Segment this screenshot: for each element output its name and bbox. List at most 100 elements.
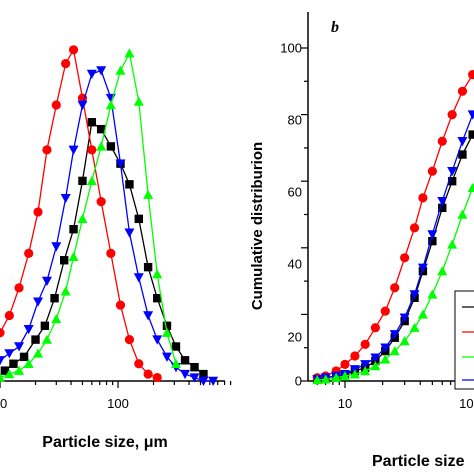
panel-b-point-green-3	[340, 371, 350, 381]
panel-b-point-black-15	[458, 150, 467, 159]
panel-b-point-red-5	[360, 339, 370, 349]
panel-a-point-green-6	[51, 313, 62, 324]
panel-a-point-red-5	[33, 207, 43, 217]
panel-b-point-green-9	[399, 336, 410, 346]
panel-a-point-black-11	[106, 142, 116, 151]
panel-a-point-blue-22	[198, 376, 209, 386]
panel-a-point-blue-16	[143, 311, 154, 321]
panel-b-point-blue-9	[399, 313, 410, 323]
panel-a-point-green-11	[96, 141, 107, 151]
panel-b-point-red-6	[370, 323, 380, 333]
panel-a-point-blue-1	[4, 349, 15, 359]
panel-a-point-green-18	[161, 327, 172, 337]
panel-b-point-green-10	[409, 322, 420, 332]
panel-a-point-red-2	[4, 310, 14, 321]
panel-a-point-black-0	[0, 366, 10, 375]
panel-b-point-red-11	[418, 193, 428, 203]
panel-b-point-black-16	[468, 130, 474, 139]
panel-b-point-red-12	[427, 166, 437, 176]
panel-b-letter: b	[331, 19, 339, 36]
panel-a-point-black-17	[162, 321, 172, 330]
panel-a-point-black-8	[78, 176, 87, 186]
panel-b-y-tick-label-100: 100	[280, 41, 302, 56]
panel-a-point-green-16	[143, 189, 154, 199]
panel-b-y-tick-label-40: 40	[288, 257, 302, 272]
panel-a-point-red-4	[24, 248, 34, 258]
panel-b-point-red-9	[400, 253, 410, 263]
panel-b-point-black-13	[438, 203, 447, 213]
panel-b-x-tick-label-10: 10	[338, 396, 352, 411]
panel-b-point-green-12	[427, 289, 438, 299]
panel-a-point-red-17	[143, 369, 153, 379]
panel-a-x-axis-label: Particle size, μm	[42, 434, 167, 451]
panel-b-y-tick-label-80: 80	[288, 113, 302, 128]
panel-a-point-black-4	[40, 321, 50, 330]
panel-a-point-red-14	[115, 300, 126, 310]
panel-a-point-blue-17	[152, 335, 163, 345]
panel-a-point-blue-9	[77, 100, 88, 110]
panel-a-point-green-8	[68, 251, 79, 261]
panel-a-point-black-9	[87, 118, 97, 127]
panel-b-point-red-3	[340, 359, 350, 369]
panel-a-point-green-19	[170, 358, 181, 368]
panel-a-plot-area	[0, 45, 219, 386]
panel-a-point-green-13	[115, 65, 126, 75]
panel-a-point-green-3	[23, 358, 34, 368]
panel-b-point-green-8	[389, 346, 400, 356]
panel-b-y-tick-label-0: 0	[295, 374, 302, 389]
panel-a-point-red-18	[152, 372, 162, 383]
panel-b-point-green-0	[312, 375, 323, 385]
panel-b-point-green-16	[467, 182, 474, 193]
panel-a-point-blue-15	[133, 273, 144, 283]
panel-b-point-blue-14	[447, 167, 458, 177]
panel-b-point-red-10	[409, 223, 420, 233]
panel-b-point-green-15	[457, 209, 468, 219]
panel-b-point-blue-15	[457, 137, 468, 147]
panel-a-point-black-18	[171, 342, 181, 351]
panel-a-point-red-6	[42, 145, 52, 155]
panel-a-point-blue-6	[51, 242, 62, 252]
panel-a-point-black-16	[153, 294, 162, 303]
panel-a-point-black-13	[125, 180, 134, 189]
panel-b-point-blue-5	[360, 360, 371, 370]
panel-a-x-tick-label-10: 10	[0, 396, 7, 411]
panel-a-point-black-14	[134, 214, 143, 224]
panel-a-point-green-1	[4, 369, 15, 379]
panel-a-point-blue-4	[33, 297, 44, 307]
panel-b-point-green-4	[349, 369, 360, 379]
panel-b-y-tick-label-60: 60	[288, 185, 302, 200]
panel-a-point-black-15	[143, 262, 153, 272]
panel-b-point-green-5	[360, 366, 371, 376]
panel-a-point-black-7	[69, 225, 78, 234]
panel-a-point-blue-20	[180, 369, 191, 380]
panel-a-point-green-15	[133, 96, 144, 106]
panel-a-point-red-1	[0, 328, 5, 338]
panel-a-point-blue-3	[23, 325, 34, 335]
panel-a-point-red-16	[134, 359, 144, 369]
panel-a-point-black-10	[96, 124, 106, 134]
panel-a-point-blue-11	[96, 66, 107, 76]
panel-b-point-red-15	[457, 86, 468, 96]
panel-b-y-tick-label-20: 20	[288, 330, 302, 345]
panel-b-point-red-16	[468, 70, 474, 80]
panel-b-point-blue-16	[467, 110, 474, 120]
panel-a-point-blue-5	[41, 276, 52, 286]
panel-a-point-green-5	[41, 334, 52, 344]
panel-b-y-axis-label: Cumulative distriburion	[249, 142, 266, 310]
panel-a-point-red-15	[124, 335, 135, 345]
panel-a-point-green-14	[124, 48, 135, 58]
panel-b-point-green-11	[417, 309, 428, 319]
panel-a-point-red-12	[96, 197, 106, 207]
panel-b-x-tick-label-100: 100	[459, 396, 474, 411]
panel-a-x-ticks	[0, 381, 232, 388]
panel-a-point-blue-7	[60, 193, 71, 204]
panel-a-point-green-0	[0, 372, 5, 382]
panel-b-point-black-12	[428, 236, 437, 246]
panel-a-point-blue-8	[68, 145, 79, 155]
panel-b-point-blue-13	[437, 196, 448, 207]
panel-b-point-red-7	[380, 306, 390, 316]
panel-a-point-red-8	[61, 59, 71, 69]
panel-b-legend	[454, 290, 474, 390]
panel-b-ticks	[301, 47, 471, 388]
panel-b-point-green-2	[331, 372, 342, 382]
